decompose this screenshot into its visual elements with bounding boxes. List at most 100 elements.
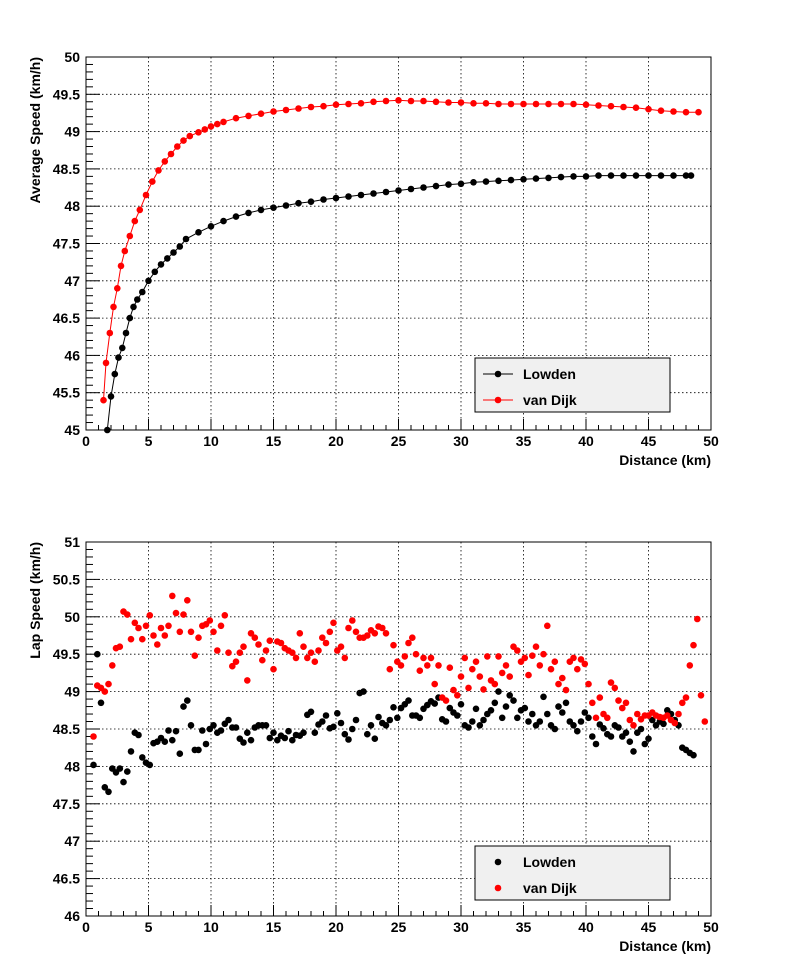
data-point bbox=[596, 694, 604, 701]
data-point bbox=[457, 673, 465, 680]
data-point bbox=[106, 329, 114, 337]
data-point bbox=[545, 100, 552, 108]
y-tick-label: 49.5 bbox=[53, 86, 80, 102]
data-point bbox=[334, 710, 341, 717]
data-point bbox=[116, 765, 124, 772]
data-point bbox=[257, 206, 265, 214]
legend: Lowden van Dijk bbox=[474, 845, 671, 901]
data-point bbox=[472, 705, 480, 713]
data-point bbox=[360, 688, 367, 695]
y-tick-label: 45.5 bbox=[53, 385, 80, 401]
data-point bbox=[540, 693, 547, 701]
data-point bbox=[364, 632, 371, 639]
data-point bbox=[442, 718, 450, 725]
data-point bbox=[577, 656, 585, 663]
data-point bbox=[620, 103, 627, 111]
data-point bbox=[405, 697, 412, 704]
data-point bbox=[431, 680, 439, 688]
data-point bbox=[595, 102, 602, 109]
data-point bbox=[364, 730, 371, 738]
data-point bbox=[570, 722, 577, 729]
data-point bbox=[94, 650, 101, 658]
data-point bbox=[119, 344, 126, 352]
data-point bbox=[270, 729, 277, 736]
data-point bbox=[469, 665, 476, 673]
data-point bbox=[484, 653, 491, 660]
data-point bbox=[134, 296, 141, 303]
data-point bbox=[412, 650, 420, 658]
data-point bbox=[165, 727, 172, 734]
data-point bbox=[397, 662, 405, 669]
data-point bbox=[330, 723, 337, 731]
y-tick-label: 46.5 bbox=[53, 871, 80, 887]
data-point bbox=[195, 129, 202, 136]
data-point bbox=[100, 396, 107, 404]
series-van-dijk bbox=[90, 592, 709, 740]
data-point bbox=[657, 107, 665, 114]
x-tick-label: 35 bbox=[516, 919, 532, 935]
data-point bbox=[686, 662, 694, 669]
data-point bbox=[679, 699, 686, 707]
x-tick-label: 25 bbox=[391, 433, 407, 449]
data-point bbox=[164, 255, 171, 262]
data-point bbox=[232, 114, 240, 122]
data-point bbox=[184, 597, 191, 604]
data-point bbox=[116, 643, 124, 650]
data-point bbox=[424, 662, 431, 669]
data-point bbox=[690, 751, 697, 759]
data-point bbox=[570, 173, 577, 180]
legend-label: van Dijk bbox=[523, 880, 577, 896]
data-point bbox=[124, 768, 131, 775]
data-point bbox=[557, 173, 565, 181]
data-point bbox=[107, 393, 115, 400]
data-point bbox=[432, 98, 440, 106]
data-point bbox=[581, 660, 589, 668]
y-tick-label: 46 bbox=[64, 908, 80, 924]
series-lowden bbox=[90, 650, 697, 796]
data-point bbox=[311, 729, 319, 736]
x-tick-label: 20 bbox=[328, 433, 344, 449]
data-point bbox=[217, 727, 225, 734]
data-point bbox=[514, 714, 521, 722]
legend-marker bbox=[494, 858, 502, 866]
data-point bbox=[115, 354, 122, 361]
data-point bbox=[536, 662, 544, 669]
data-point bbox=[375, 713, 382, 721]
data-point bbox=[570, 100, 577, 108]
data-point bbox=[604, 714, 611, 722]
data-point bbox=[577, 718, 585, 725]
data-point bbox=[695, 108, 702, 116]
legend-marker bbox=[494, 370, 502, 378]
data-point bbox=[622, 729, 630, 736]
data-point bbox=[570, 654, 577, 662]
y-tick-label: 49.5 bbox=[53, 646, 80, 662]
data-point bbox=[446, 704, 454, 712]
data-point bbox=[630, 722, 637, 729]
y-tick-label: 45 bbox=[64, 422, 80, 438]
data-point bbox=[225, 716, 232, 724]
x-tick-label: 50 bbox=[703, 433, 719, 449]
data-point bbox=[270, 204, 277, 211]
data-point bbox=[454, 712, 461, 719]
series-lowden bbox=[104, 172, 695, 434]
data-point bbox=[445, 181, 452, 188]
data-point bbox=[645, 105, 652, 113]
data-point bbox=[390, 704, 397, 711]
data-point bbox=[176, 628, 184, 636]
data-point bbox=[135, 624, 142, 632]
data-point bbox=[161, 632, 169, 639]
x-tick-label: 10 bbox=[203, 433, 219, 449]
x-tick-label: 45 bbox=[641, 919, 657, 935]
data-point bbox=[282, 202, 290, 209]
data-point bbox=[274, 736, 281, 744]
data-point bbox=[495, 653, 502, 660]
bottom-chart: 0 5 10 15 20 25 30 35 40 45 50 46 46.5 47 47.5 48 48.5 49… bbox=[27, 534, 719, 954]
data-point bbox=[154, 641, 161, 648]
data-point bbox=[491, 699, 499, 707]
data-point bbox=[472, 658, 480, 665]
data-point bbox=[386, 665, 394, 673]
data-point bbox=[97, 699, 105, 707]
data-point bbox=[145, 277, 152, 285]
data-point bbox=[262, 722, 270, 729]
